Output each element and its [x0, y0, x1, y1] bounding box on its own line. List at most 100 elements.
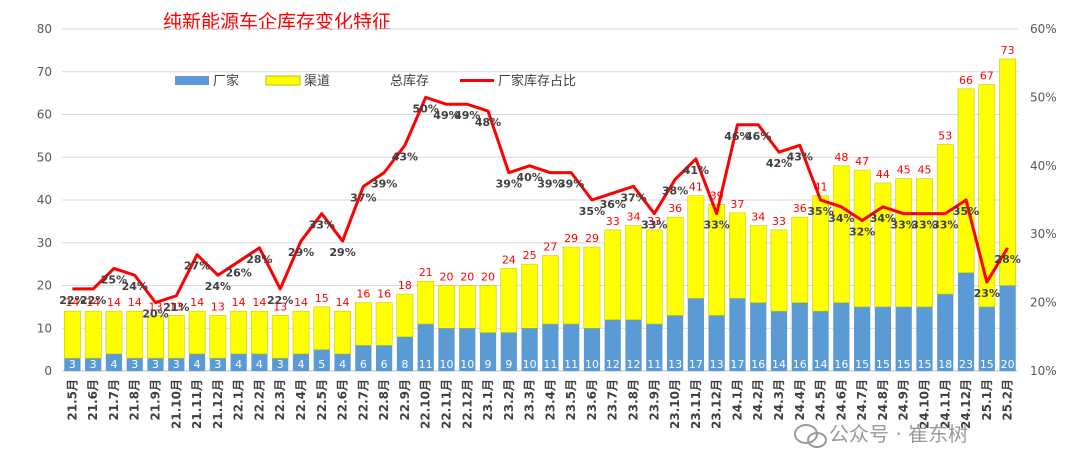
ratio-value-labels: 22%22%25%24%20%21%27%24%26%28%22%29%33%2…: [59, 102, 1021, 320]
ratio-value-label: 39%: [371, 178, 397, 191]
bar-channel: [521, 263, 538, 329]
total-value-label: 33: [647, 215, 661, 228]
factory-value-label: 9: [485, 358, 492, 371]
x-tick-label: 24.7月: [855, 379, 869, 421]
ratio-series-line: [72, 95, 1009, 305]
total-value-label: 14: [65, 296, 79, 309]
ratio-value-label: 37%: [620, 191, 646, 204]
x-tick-label: 24.1月: [730, 379, 744, 421]
factory-value-label: 4: [339, 358, 346, 371]
bar-channel: [770, 229, 788, 312]
ratio-value-label: 28%: [994, 253, 1020, 266]
total-value-labels: 14 14 14 14 13 13 14 13 14 14 13 14 15 14 16 16 18 21 20 20…: [65, 44, 1015, 313]
total-value-label: 24: [502, 253, 516, 266]
ratio-value-label: 27%: [184, 260, 210, 273]
ratio-value-label: 29%: [288, 246, 314, 259]
bar-factory: [770, 311, 788, 371]
bar-channel: [645, 229, 663, 325]
total-value-label: 14: [128, 296, 142, 309]
bar-channel: [292, 310, 310, 355]
total-value-label: 53: [938, 129, 952, 142]
x-tick-label: 23.4月: [543, 379, 557, 421]
bar-factory: [750, 302, 767, 371]
x-tick-label: 22.10月: [419, 379, 433, 429]
legend-label-factory: 厂家: [213, 73, 239, 89]
bar-factory: [521, 328, 538, 371]
x-tick-label: 22.11月: [439, 379, 453, 429]
bar-channel: [729, 212, 746, 299]
bar-factory: [708, 315, 725, 371]
factory-value-label: 3: [214, 358, 221, 371]
bar-factory: [105, 353, 123, 371]
watermark: 公众号 · 崔东树: [794, 422, 968, 448]
factory-value-labels: 3 3 4 3 3 3 4 3 4 4 3 4 5 4 6 6 8 11 10 10 9 9 10 11 11 10 12 12 11 1…: [69, 358, 1015, 371]
bar-channel: [458, 285, 476, 329]
bar-factory: [313, 349, 330, 371]
ratio-value-label: 43%: [787, 150, 813, 163]
y-tick-label: 10: [37, 321, 52, 335]
ratio-value-label: 33%: [891, 219, 917, 232]
bar-factory: [438, 328, 455, 371]
bar-channel: [625, 225, 642, 320]
factory-value-label: 8: [401, 358, 408, 371]
x-tick-label: 23.5月: [564, 379, 578, 421]
total-value-label: 47: [855, 155, 869, 168]
bar-channel: [396, 293, 414, 338]
ratio-value-label: 46%: [724, 130, 750, 143]
x-tick-label: 23.11月: [689, 379, 703, 429]
total-value-label: 13: [149, 300, 163, 313]
factory-value-label: 17: [689, 358, 703, 371]
total-value-label: 67: [980, 70, 994, 83]
ratio-value-label: 49%: [433, 109, 459, 122]
bar-channel: [500, 268, 518, 333]
bar-channel: [188, 310, 206, 355]
total-value-label: 37: [730, 198, 744, 211]
x-tick-label: 24.2月: [751, 379, 765, 421]
bar-channel: [791, 216, 809, 303]
x-tick-label: 21.6月: [86, 379, 100, 421]
ratio-value-label: 24%: [122, 280, 148, 293]
bar-factory: [957, 272, 975, 371]
x-tick-label: 25.1月: [980, 379, 994, 421]
x-tick-label: 22.6月: [336, 379, 350, 421]
total-value-label: 66: [959, 74, 973, 87]
total-value-label: 34: [751, 211, 765, 224]
ratio-value-label: 35%: [953, 205, 979, 218]
x-tick-label: 23.8月: [627, 379, 641, 421]
x-tick-label: 21.8月: [128, 379, 142, 421]
x-tick-label: 24.9月: [897, 379, 911, 421]
factory-value-label: 15: [980, 358, 994, 371]
x-tick-label: 23.2月: [502, 379, 516, 421]
factory-value-label: 3: [152, 358, 159, 371]
y2-tick-label: 40%: [1030, 159, 1057, 173]
ratio-value-label: 39%: [496, 178, 522, 191]
x-tick-label: 22.7月: [356, 379, 370, 421]
x-tick-label: 25.2月: [1001, 379, 1015, 421]
ratio-value-label: 39%: [558, 178, 584, 191]
factory-value-label: 3: [277, 358, 284, 371]
factory-value-label: 14: [814, 358, 828, 371]
bar-channel: [812, 195, 829, 312]
total-value-label: 33: [772, 215, 786, 228]
total-value-label: 25: [523, 249, 537, 262]
factory-value-label: 3: [173, 358, 180, 371]
ratio-value-label: 48%: [475, 116, 501, 129]
ratio-value-label: 25%: [101, 273, 127, 286]
bar-factory: [874, 306, 892, 371]
factory-value-label: 16: [834, 358, 848, 371]
total-value-label: 73: [1001, 44, 1015, 57]
bar-channel: [209, 315, 227, 359]
bar-factory: [729, 298, 746, 371]
factory-value-label: 4: [194, 358, 201, 371]
x-tick-label: 22.12月: [460, 379, 474, 429]
y-tick-label: 70: [37, 65, 52, 79]
bar-channel: [749, 225, 767, 303]
factory-value-label: 4: [235, 358, 242, 371]
factory-value-label: 17: [730, 358, 744, 371]
bar-channel: [230, 310, 248, 355]
factory-value-label: 11: [647, 358, 661, 371]
total-value-label: 27: [543, 241, 557, 254]
total-value-label: 15: [315, 292, 329, 305]
ratio-value-label: 42%: [766, 157, 792, 170]
